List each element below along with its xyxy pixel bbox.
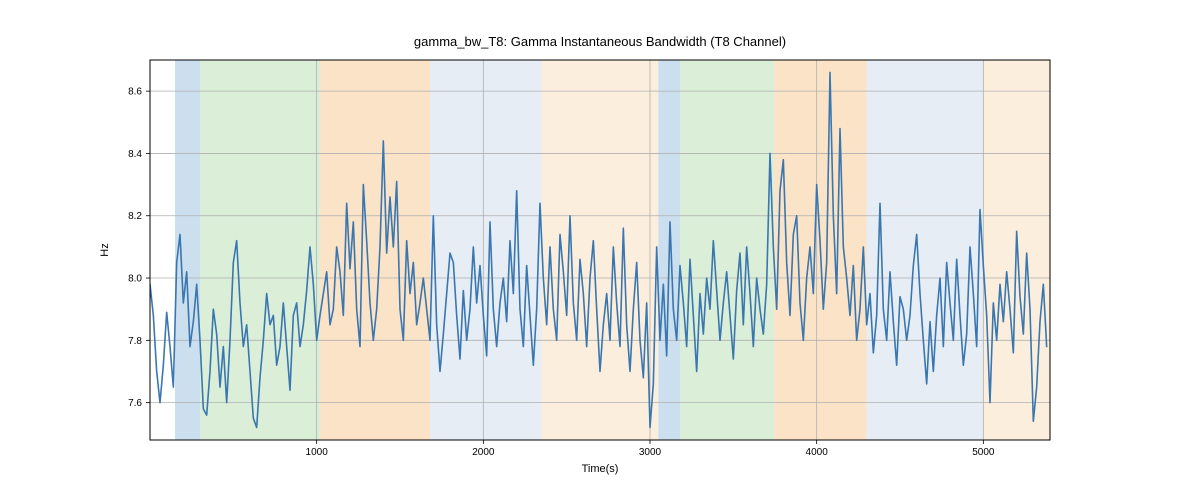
y-axis-label: Hz	[99, 243, 111, 256]
ytick-label: 8.4	[128, 149, 142, 160]
ytick-label: 7.6	[128, 398, 142, 409]
x-axis-label: Time(s)	[582, 463, 619, 475]
chart-svg: 1000 2000 3000 4000 5000 7.6 7.8 8.0 8.2 8.4 8.6 Ti…	[0, 0, 1200, 500]
xtick-label: 4000	[806, 447, 829, 458]
xtick-label: 5000	[972, 447, 995, 458]
ytick-label: 8.0	[128, 274, 142, 285]
band-6	[680, 60, 774, 440]
band-3	[430, 60, 542, 440]
chart-title: gamma_bw_T8: Gamma Instantaneous Bandwid…	[414, 34, 786, 49]
xtick-label: 1000	[306, 447, 329, 458]
ytick-label: 8.6	[128, 87, 142, 98]
xtick-label: 2000	[472, 447, 495, 458]
ytick-label: 7.8	[128, 336, 142, 347]
ytick-label: 8.2	[128, 211, 142, 222]
xtick-label: 3000	[639, 447, 662, 458]
chart-container: 1000 2000 3000 4000 5000 7.6 7.8 8.0 8.2 8.4 8.6 Ti…	[0, 0, 1200, 500]
band-8	[867, 60, 984, 440]
